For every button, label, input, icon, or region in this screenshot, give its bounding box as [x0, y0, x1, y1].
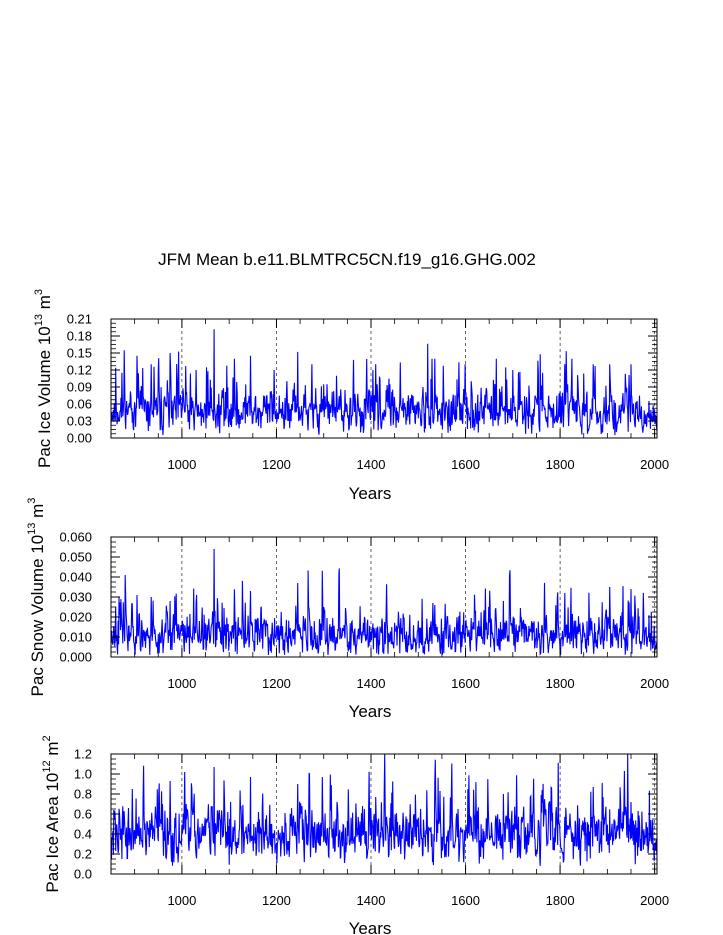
- x-tick-label: 1600: [451, 893, 480, 908]
- y-tick-label: 0.0: [74, 867, 92, 882]
- y-tick-label: 0.6: [74, 807, 92, 822]
- y-tick-label: 0.2: [74, 847, 92, 862]
- x-tick-label: 1200: [262, 676, 291, 691]
- x-tick-label: 1400: [357, 893, 386, 908]
- x-tick-label: 1000: [167, 676, 196, 691]
- series-line: [110, 329, 658, 436]
- x-tick-label: 1200: [262, 457, 291, 472]
- x-tick-label: 1200: [262, 893, 291, 908]
- x-tick-label: 2000: [640, 457, 669, 472]
- x-tick-label: 1000: [167, 893, 196, 908]
- panel-ice-area: 1000 1200 1400 1600 1800 2000 0.0 0.2 0.4 0.6 0.8 1…: [41, 735, 669, 935]
- y-tick-label: 0.00: [67, 431, 92, 446]
- y-axis-title: Pac Snow Volume 1013 m3: [26, 498, 47, 697]
- x-axis-title: Years: [349, 484, 392, 503]
- y-tick-label: 0.4: [74, 827, 92, 842]
- x-tick-label: 2000: [640, 676, 669, 691]
- figure-title: JFM Mean b.e11.BLMTRC5CN.f19_g16.GHG.002: [158, 250, 536, 269]
- x-tick-label: 1000: [167, 457, 196, 472]
- y-tick-label: 0.030: [59, 590, 92, 605]
- panel-snow-volume: 1000 1200 1400 1600 1800 2000 0.000 0.010 0.020 0…: [26, 498, 669, 721]
- x-tick-label: 2000: [640, 893, 669, 908]
- x-tick-label: 1400: [357, 676, 386, 691]
- y-tick-label: 0.010: [59, 630, 92, 645]
- y-tick-label: 0.050: [59, 550, 92, 565]
- y-tick-label: 0.15: [67, 346, 92, 361]
- y-tick-label: 0.09: [67, 380, 92, 395]
- y-tick-label: 0.06: [67, 397, 92, 412]
- x-tick-label: 1800: [546, 893, 575, 908]
- y-tick-label: 0.12: [67, 363, 92, 378]
- x-tick-label: 1800: [546, 676, 575, 691]
- y-tick-label: 0.8: [74, 787, 92, 802]
- y-tick-label: 0.18: [67, 329, 92, 344]
- y-tick-label: 0.020: [59, 610, 92, 625]
- x-tick-label: 1400: [357, 457, 386, 472]
- y-tick-label: 1.2: [74, 747, 92, 762]
- y-tick-label: 0.060: [59, 530, 92, 545]
- series-line: [110, 753, 658, 866]
- y-tick-label: 1.0: [74, 767, 92, 782]
- y-axis-title: Pac Ice Area 1012 m2: [41, 735, 62, 892]
- series-line: [110, 548, 658, 656]
- y-tick-label: 0.21: [67, 312, 92, 327]
- y-tick-label: 0.040: [59, 570, 92, 585]
- y-axis-title: Pac Ice Volume 1013 m3: [33, 289, 54, 468]
- panel-ice-volume: 1000 1200 1400 1600 1800 2000 0.00 0.03 0.06 0.09…: [33, 289, 669, 503]
- x-tick-label: 1600: [451, 457, 480, 472]
- x-tick-label: 1600: [451, 676, 480, 691]
- x-tick-label: 1800: [546, 457, 575, 472]
- x-axis-title: Years: [349, 919, 392, 935]
- x-axis-title: Years: [349, 702, 392, 721]
- y-tick-label: 0.000: [59, 650, 92, 665]
- y-tick-label: 0.03: [67, 414, 92, 429]
